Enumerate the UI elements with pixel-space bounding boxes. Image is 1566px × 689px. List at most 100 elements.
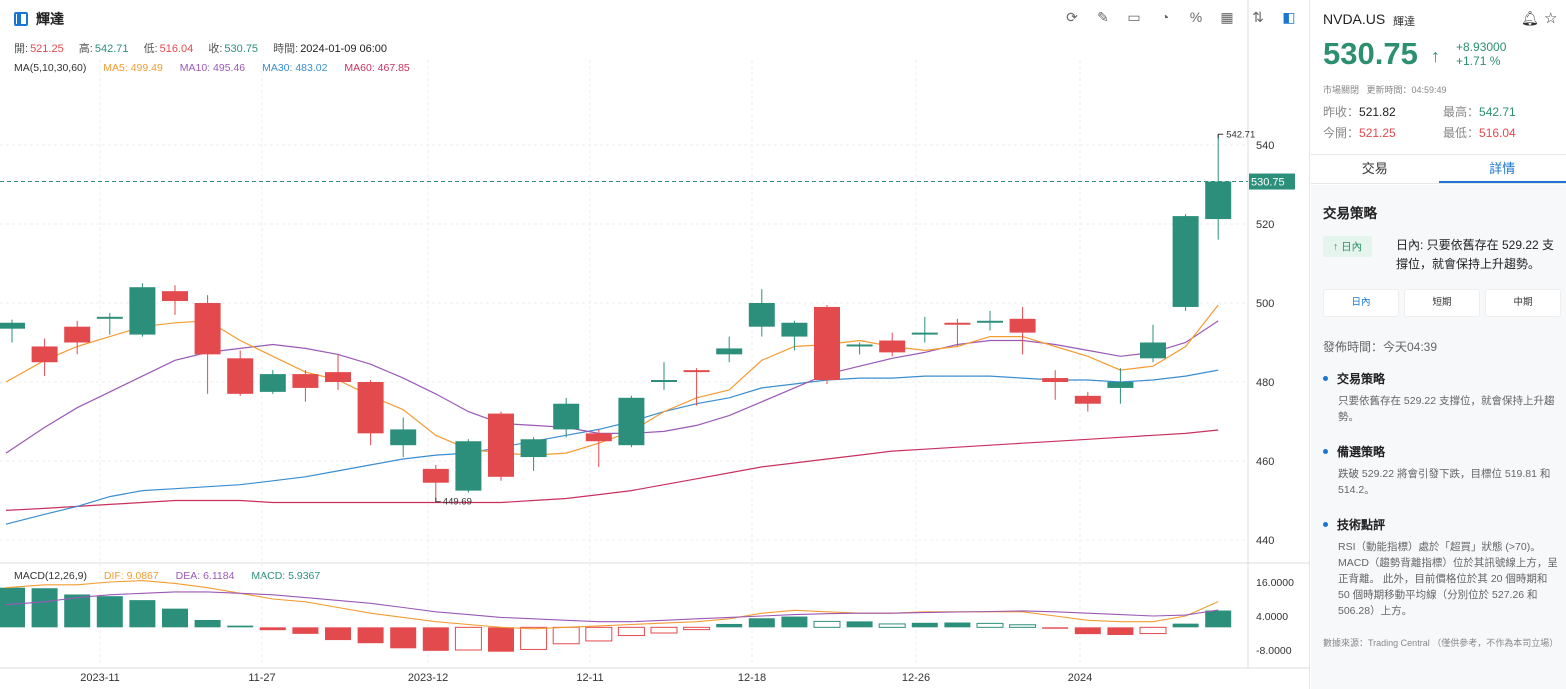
x-tick-label: 11-27 bbox=[248, 672, 275, 684]
x-tick-label: 12-11 bbox=[576, 672, 603, 684]
time-value: 2024-01-09 06:00 bbox=[300, 43, 388, 55]
section-title-technical: 技術點評 bbox=[1323, 516, 1385, 533]
section-title-alternative: 備選策略 bbox=[1323, 443, 1385, 460]
grid-icon[interactable]: ▦ bbox=[1220, 9, 1234, 25]
time-label: 時間: bbox=[273, 43, 299, 55]
period-tab-short[interactable]: 短期 bbox=[1404, 289, 1480, 317]
sidebar-toggle-icon[interactable] bbox=[14, 12, 28, 26]
percent-icon[interactable]: % bbox=[1189, 9, 1203, 25]
x-tick-label: 2024 bbox=[1068, 672, 1092, 684]
prev-close-label: 昨收： bbox=[1323, 105, 1360, 119]
high-value: 542.71 bbox=[94, 43, 129, 55]
refresh-icon[interactable]: ⟳ bbox=[1066, 9, 1078, 25]
toolbar-icons: ⟳ ✎ ▭ ◔ % ▦ ⇅ ◧ bbox=[1063, 8, 1298, 26]
section-text-alternative: 跌破 529.22 將會引發下跌，目標位 519.81 和 514.2。 bbox=[1338, 468, 1551, 496]
macd-bar bbox=[194, 619, 221, 628]
ma-legend-title: MA(5,10,30,60) bbox=[14, 62, 87, 74]
day-low-label: 最低： bbox=[1443, 126, 1480, 140]
price-change: +8.93000 +1.71 % bbox=[1456, 40, 1506, 68]
low-value: 516.04 bbox=[159, 43, 194, 55]
macd-legend: MACD(12,26,9) DIF: 9.0867 DEA: 6.1184 MA… bbox=[14, 570, 334, 582]
candle-body bbox=[227, 358, 254, 394]
low-marker bbox=[435, 497, 441, 503]
macd-bar bbox=[846, 621, 873, 628]
market-status: 市場關閉 更新時間：04:59:49 bbox=[1323, 83, 1447, 96]
macd-bar bbox=[585, 626, 613, 642]
macd-bar bbox=[292, 627, 319, 634]
tab-details[interactable]: 詳情 bbox=[1438, 155, 1566, 183]
candle-body bbox=[585, 433, 612, 442]
high-label: 高: bbox=[78, 43, 93, 55]
market-status-text: 市場關閉 bbox=[1323, 85, 1360, 95]
candle-body bbox=[64, 326, 91, 343]
strategy-summary: 日內: 只要依舊存在 529.22 支撐位，就會保持上升趨勢。 bbox=[1396, 238, 1555, 271]
draw-icon[interactable]: ✎ bbox=[1097, 9, 1109, 25]
current-price-label: 530.75 bbox=[1251, 177, 1285, 189]
ohlc-readout: 開: 521.25 高: 542.71 低: 516.04 收: 530.75 時間: 2… bbox=[14, 40, 399, 56]
data-source: 數據來源：Trading Central （僅供參考，不作為本司立場） bbox=[1323, 638, 1559, 648]
last-price: 530.75 bbox=[1323, 36, 1418, 71]
chart-toolbar: 輝達 ⟳ ✎ ▭ ◔ % ▦ ⇅ ◧ bbox=[0, 0, 1310, 34]
macd-bar bbox=[683, 626, 711, 631]
candle-body bbox=[520, 439, 547, 458]
panel-toggle-icon[interactable]: ◧ bbox=[1282, 9, 1296, 25]
compare-icon[interactable]: ⇅ bbox=[1252, 9, 1264, 25]
section-text-strategy: 只要依舊存在 529.22 支撐位，就會保持上升趨勢。 bbox=[1338, 395, 1555, 423]
candle-body bbox=[1042, 378, 1069, 382]
price-tick-520: 520 bbox=[1256, 219, 1274, 231]
ma-legend: MA(5,10,30,60) MA5: 499.49 MA10: 495.46 … bbox=[14, 62, 424, 74]
macd-bar bbox=[325, 627, 351, 641]
day-high-value: 542.71 bbox=[1479, 105, 1516, 119]
price-tick-440: 440 bbox=[1256, 535, 1274, 547]
candle-body bbox=[292, 374, 319, 388]
chart-type-icon[interactable]: ▭ bbox=[1127, 9, 1141, 25]
macd-bar bbox=[129, 600, 156, 628]
macd-tick: 4.0000 bbox=[1256, 611, 1288, 623]
candle-body bbox=[879, 340, 906, 353]
low-annotation: 449.69 bbox=[443, 497, 472, 508]
macd-bar bbox=[31, 588, 58, 628]
price-tick-500: 500 bbox=[1256, 298, 1274, 310]
x-tick-label: 12-18 bbox=[738, 672, 766, 684]
macd-bar bbox=[488, 627, 514, 652]
macd-bar bbox=[1042, 627, 1069, 629]
day-high-label: 最高： bbox=[1443, 105, 1480, 119]
candle-body bbox=[814, 306, 840, 381]
macd-bar bbox=[454, 626, 482, 651]
update-time: 更新時間：04:59:49 bbox=[1366, 85, 1447, 95]
pie-icon[interactable]: ◔ bbox=[1160, 9, 1170, 25]
period-tab-medium[interactable]: 中期 bbox=[1485, 289, 1561, 317]
macd-bar bbox=[781, 616, 808, 628]
dif-line bbox=[5, 580, 1219, 630]
macd-bar bbox=[1009, 624, 1037, 628]
price-tick-540: 540 bbox=[1256, 140, 1274, 152]
candle-body bbox=[651, 380, 677, 382]
x-tick-label: 2023-12 bbox=[408, 672, 448, 684]
ma60-legend: MA60: 467.85 bbox=[344, 62, 410, 74]
prev-close-value: 521.82 bbox=[1359, 105, 1396, 119]
macd-bar bbox=[911, 622, 938, 628]
price-tick-480: 480 bbox=[1256, 377, 1274, 389]
dea-legend: DEA: 6.1184 bbox=[175, 570, 235, 582]
ma30-line bbox=[5, 369, 1219, 525]
period-tab-intraday[interactable]: 日內 bbox=[1323, 289, 1399, 317]
tab-trade[interactable]: 交易 bbox=[1361, 161, 1388, 176]
macd-bar bbox=[227, 625, 254, 628]
candle-body bbox=[748, 303, 775, 327]
candlestick-chart[interactable]: 440 460 480 500 520 540 530.75 542.71 449.69 16.0… bbox=[0, 0, 1310, 689]
quote-panel: NVDA.US 輝達 🔔︎ ☆ 530.75 ↑ +8.93000 +1.71 … bbox=[1311, 0, 1566, 689]
macd-bar bbox=[617, 626, 645, 637]
candle-body bbox=[1009, 318, 1036, 333]
star-icon[interactable]: ☆ bbox=[1544, 10, 1558, 27]
macd-bar bbox=[162, 608, 188, 628]
candle-body bbox=[781, 322, 808, 337]
macd-bar bbox=[552, 626, 580, 645]
candle-body bbox=[162, 291, 188, 302]
close-value: 530.75 bbox=[224, 43, 259, 55]
bell-icon[interactable]: 🔔︎ bbox=[1521, 10, 1539, 26]
macd-bar bbox=[64, 594, 91, 628]
x-tick-label: 12-26 bbox=[902, 672, 930, 684]
candle-body bbox=[455, 441, 482, 491]
candle-body bbox=[422, 468, 449, 483]
symbol-name: 輝達 bbox=[1393, 16, 1415, 28]
